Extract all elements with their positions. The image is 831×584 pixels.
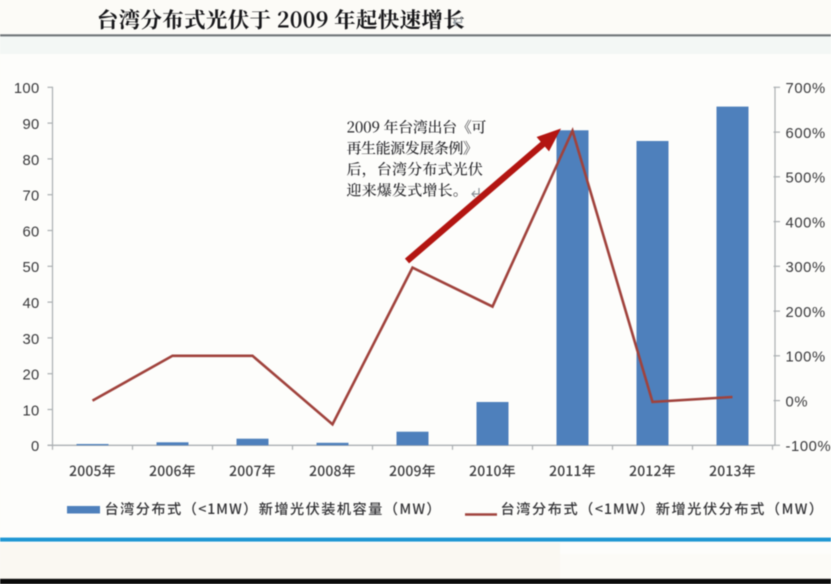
svg-text:500%: 500% xyxy=(786,171,826,187)
svg-text:0: 0 xyxy=(31,439,40,455)
svg-text:-100%: -100% xyxy=(786,439,831,455)
svg-text:100: 100 xyxy=(14,81,40,97)
svg-text:20: 20 xyxy=(22,368,39,384)
svg-text:50: 50 xyxy=(22,260,39,276)
svg-text:300%: 300% xyxy=(786,260,826,276)
svg-text:0%: 0% xyxy=(786,394,809,410)
svg-text:70: 70 xyxy=(22,189,39,205)
svg-text:700%: 700% xyxy=(786,81,826,97)
svg-text:40: 40 xyxy=(22,296,39,312)
svg-text:400%: 400% xyxy=(786,216,826,232)
svg-text:100%: 100% xyxy=(786,350,826,366)
svg-text:90: 90 xyxy=(22,117,39,133)
svg-text:200%: 200% xyxy=(786,305,826,321)
svg-text:60: 60 xyxy=(22,224,39,240)
svg-text:10: 10 xyxy=(22,403,39,419)
svg-text:30: 30 xyxy=(22,332,39,348)
svg-text:600%: 600% xyxy=(786,126,826,142)
svg-text:80: 80 xyxy=(22,153,39,169)
